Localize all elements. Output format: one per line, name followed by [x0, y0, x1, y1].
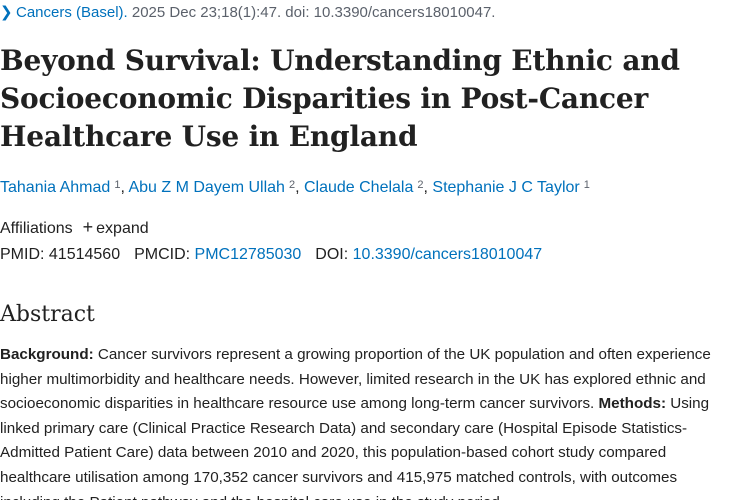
affiliations-toggle[interactable]: Affiliations + expand	[0, 216, 149, 240]
methods-text: Using linked primary care (Clinical Prac…	[0, 395, 710, 500]
author-link[interactable]: Claude Chelala	[303, 179, 414, 196]
author-separator: ,	[423, 179, 433, 196]
methods-label: Methods:	[598, 395, 667, 413]
identifier-line: PMID: 41514560 PMCID: PMC12785030 DOI: 10.…	[0, 244, 542, 266]
background-text: Cancer survivors represent a growing pro…	[0, 346, 711, 413]
expand-label[interactable]: expand	[96, 220, 149, 237]
affiliations-label: Affiliations	[0, 220, 73, 237]
citation-line: ❯ Cancers (Basel). 2025 Dec 23;18(1):47. …	[0, 3, 495, 23]
abstract-text: Background: Cancer survivors represent a…	[0, 343, 740, 500]
article-title: Beyond Survival: Understanding Ethnic an…	[0, 44, 680, 153]
affiliation-number[interactable]: 1	[583, 179, 590, 191]
abstract-heading: Abstract	[0, 302, 95, 327]
affiliation-number[interactable]: 1	[114, 179, 121, 191]
pmid-value: 41514560	[48, 246, 121, 263]
doi-link[interactable]: 10.3390/cancers18010047	[352, 246, 543, 263]
background-label: Background:	[0, 346, 94, 363]
doi-label: DOI:	[315, 246, 349, 263]
pmid-label: PMID:	[0, 246, 45, 263]
author-link[interactable]: Abu Z M Dayem Ullah	[128, 179, 285, 196]
pmcid-label: PMCID:	[134, 246, 191, 263]
chevron-right-icon[interactable]: ❯	[0, 4, 13, 21]
pmcid-link[interactable]: PMC12785030	[194, 246, 302, 263]
author-list: Tahania Ahmad 1, Abu Z M Dayem Ullah 2, Cl…	[0, 177, 590, 199]
citation-details: 2025 Dec 23;18(1):47. doi: 10.3390/cance…	[127, 4, 496, 21]
affiliation-number[interactable]: 2	[288, 179, 296, 191]
journal-link[interactable]: Cancers (Basel).	[16, 4, 128, 21]
author-link[interactable]: Tahania Ahmad	[0, 179, 111, 196]
author-link[interactable]: Stephanie J C Taylor	[432, 179, 580, 196]
author-separator: ,	[120, 179, 129, 196]
affiliation-number[interactable]: 2	[417, 179, 424, 191]
plus-icon[interactable]: +	[82, 217, 94, 237]
author-separator: ,	[295, 179, 304, 196]
